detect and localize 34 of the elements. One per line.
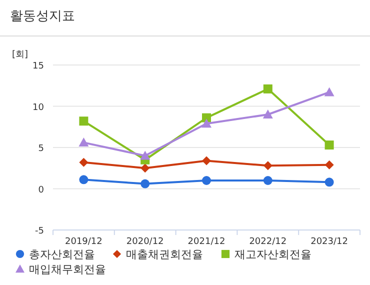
point	[324, 140, 334, 150]
point	[324, 87, 334, 96]
point	[140, 179, 150, 188]
y-tick-label: 15	[32, 62, 44, 72]
y-tick-label: -5	[35, 226, 44, 236]
point	[202, 176, 211, 185]
legend-label: 매출채권회전율	[126, 248, 203, 261]
legend-label: 총자산회전율	[29, 248, 95, 261]
point	[79, 116, 88, 126]
point	[78, 138, 89, 147]
legend-label: 매입채무회전율	[29, 263, 106, 276]
y-axis-title: [회]	[12, 50, 28, 60]
x-tick-label: 2019/12	[65, 237, 102, 247]
point	[263, 84, 272, 94]
point	[79, 175, 88, 184]
point	[140, 164, 150, 173]
x-tick-label: 2021/12	[188, 237, 226, 247]
x-tick-label: 2023/12	[310, 237, 348, 247]
x-tick-label: 2020/12	[126, 237, 164, 247]
point	[202, 156, 211, 166]
x-tick-label: 2022/12	[249, 237, 287, 247]
chart-title: 활동성지표	[10, 9, 75, 24]
point	[79, 158, 88, 167]
y-tick-label: 0	[38, 185, 44, 196]
point	[324, 178, 334, 187]
y-tick-label: 5	[38, 144, 44, 154]
point	[263, 176, 272, 185]
point	[140, 150, 150, 160]
point	[324, 160, 334, 170]
y-tick-label: 10	[32, 102, 44, 113]
point	[202, 118, 212, 128]
point	[262, 110, 273, 118]
point	[263, 161, 272, 170]
legend-label: 재고자산회전율	[234, 248, 312, 261]
